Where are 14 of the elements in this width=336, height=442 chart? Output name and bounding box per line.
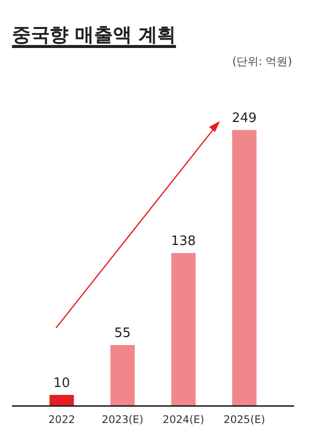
x-tick-label: 2024(E) <box>162 414 204 426</box>
bar <box>232 130 256 406</box>
text: (단위: 억원) <box>232 55 292 68</box>
data-label: 249 <box>232 111 257 126</box>
x-tick-label: 2022 <box>48 414 76 426</box>
chart-title: 중국향 매출액 계획 <box>12 24 178 46</box>
data-label: 55 <box>114 326 131 342</box>
data-label: 10 <box>53 376 70 391</box>
x-tick-label: 2023(E) <box>102 414 144 426</box>
x-tick-label: 2025(E) <box>224 414 266 426</box>
data-label: 138 <box>171 234 196 250</box>
bar <box>50 394 74 406</box>
bar <box>110 345 135 406</box>
bar <box>171 253 196 406</box>
